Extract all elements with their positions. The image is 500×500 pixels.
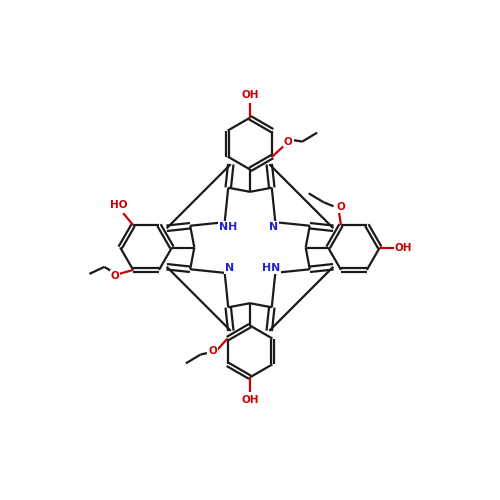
Text: OH: OH <box>242 395 259 405</box>
Text: HO: HO <box>110 200 128 210</box>
Text: O: O <box>336 202 345 212</box>
Text: NH: NH <box>218 222 237 232</box>
Text: OH: OH <box>395 242 412 252</box>
Text: OH: OH <box>242 90 259 100</box>
Text: HN: HN <box>262 263 280 273</box>
Text: O: O <box>284 136 292 146</box>
Text: O: O <box>111 271 120 281</box>
Text: N: N <box>269 222 278 232</box>
Text: N: N <box>225 263 234 273</box>
Text: O: O <box>208 346 217 356</box>
